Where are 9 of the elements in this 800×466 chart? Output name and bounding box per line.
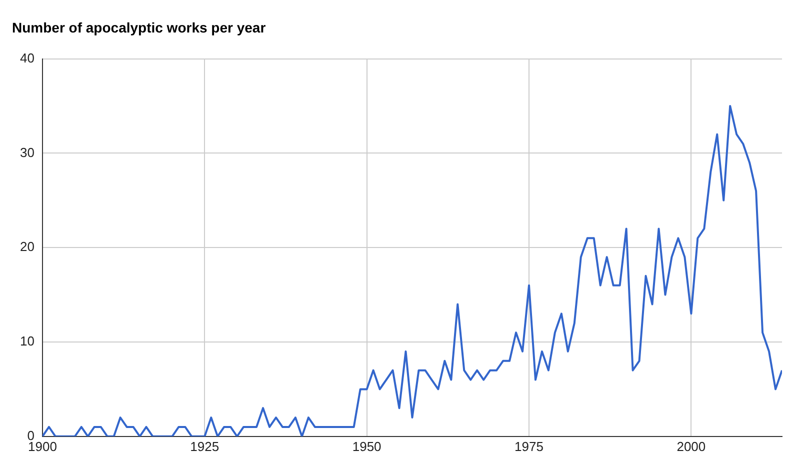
y-tick-label: 30 xyxy=(20,144,34,160)
y-tick-label: 20 xyxy=(20,239,34,254)
chart-title: Number of apocalyptic works per year xyxy=(12,19,266,36)
x-tick-label: 2000 xyxy=(676,438,706,454)
x-tick-label: 1925 xyxy=(190,438,220,454)
y-tick-label: 40 xyxy=(20,50,34,66)
x-tick-label: 1950 xyxy=(352,438,382,454)
y-tick-label: 10 xyxy=(20,334,34,349)
x-tick-label: 1975 xyxy=(514,438,544,454)
